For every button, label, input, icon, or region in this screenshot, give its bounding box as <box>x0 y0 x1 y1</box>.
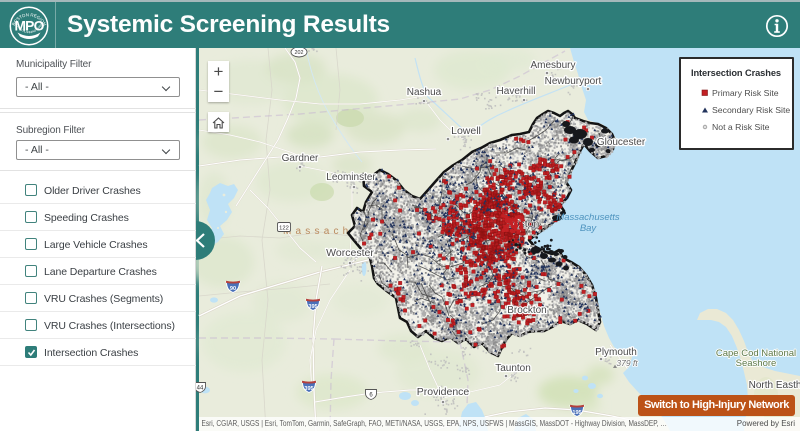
svg-text:Massachusetts: Massachusetts <box>283 226 404 237</box>
svg-text:Haverhill: Haverhill <box>497 86 536 97</box>
svg-text:Brockton: Brockton <box>507 305 546 316</box>
svg-text:North Eastham: North Eastham <box>749 380 800 391</box>
svg-text:Leominster: Leominster <box>326 172 376 183</box>
svg-text:44: 44 <box>197 386 204 392</box>
svg-text:Bay: Bay <box>580 223 598 234</box>
svg-text:Taunton: Taunton <box>495 363 531 374</box>
svg-text:Cape Cod National: Cape Cod National <box>716 348 796 359</box>
svg-text:6: 6 <box>369 393 373 399</box>
svg-text:122: 122 <box>279 225 289 231</box>
svg-text:Seashore: Seashore <box>736 358 777 369</box>
svg-text:Gloucester: Gloucester <box>597 137 646 148</box>
svg-text:395: 395 <box>304 386 313 392</box>
svg-text:Worcester: Worcester <box>326 247 374 259</box>
svg-text:MPO: MPO <box>14 19 44 34</box>
svg-text:395: 395 <box>308 304 317 310</box>
svg-text:90: 90 <box>230 286 236 292</box>
svg-text:Newburyport: Newburyport <box>545 76 602 87</box>
svg-text:Nashua: Nashua <box>407 87 442 98</box>
svg-text:Providence: Providence <box>417 386 470 398</box>
svg-text:Plymouth: Plymouth <box>595 347 637 358</box>
svg-text:Lowell: Lowell <box>451 125 481 137</box>
svg-text:Massachusetts: Massachusetts <box>556 212 620 223</box>
svg-text:195: 195 <box>572 410 581 416</box>
svg-text:202: 202 <box>295 50 304 56</box>
svg-text:379 ft: 379 ft <box>616 358 638 368</box>
svg-text:Gardner: Gardner <box>282 153 319 164</box>
svg-text:Amesbury: Amesbury <box>530 60 575 71</box>
